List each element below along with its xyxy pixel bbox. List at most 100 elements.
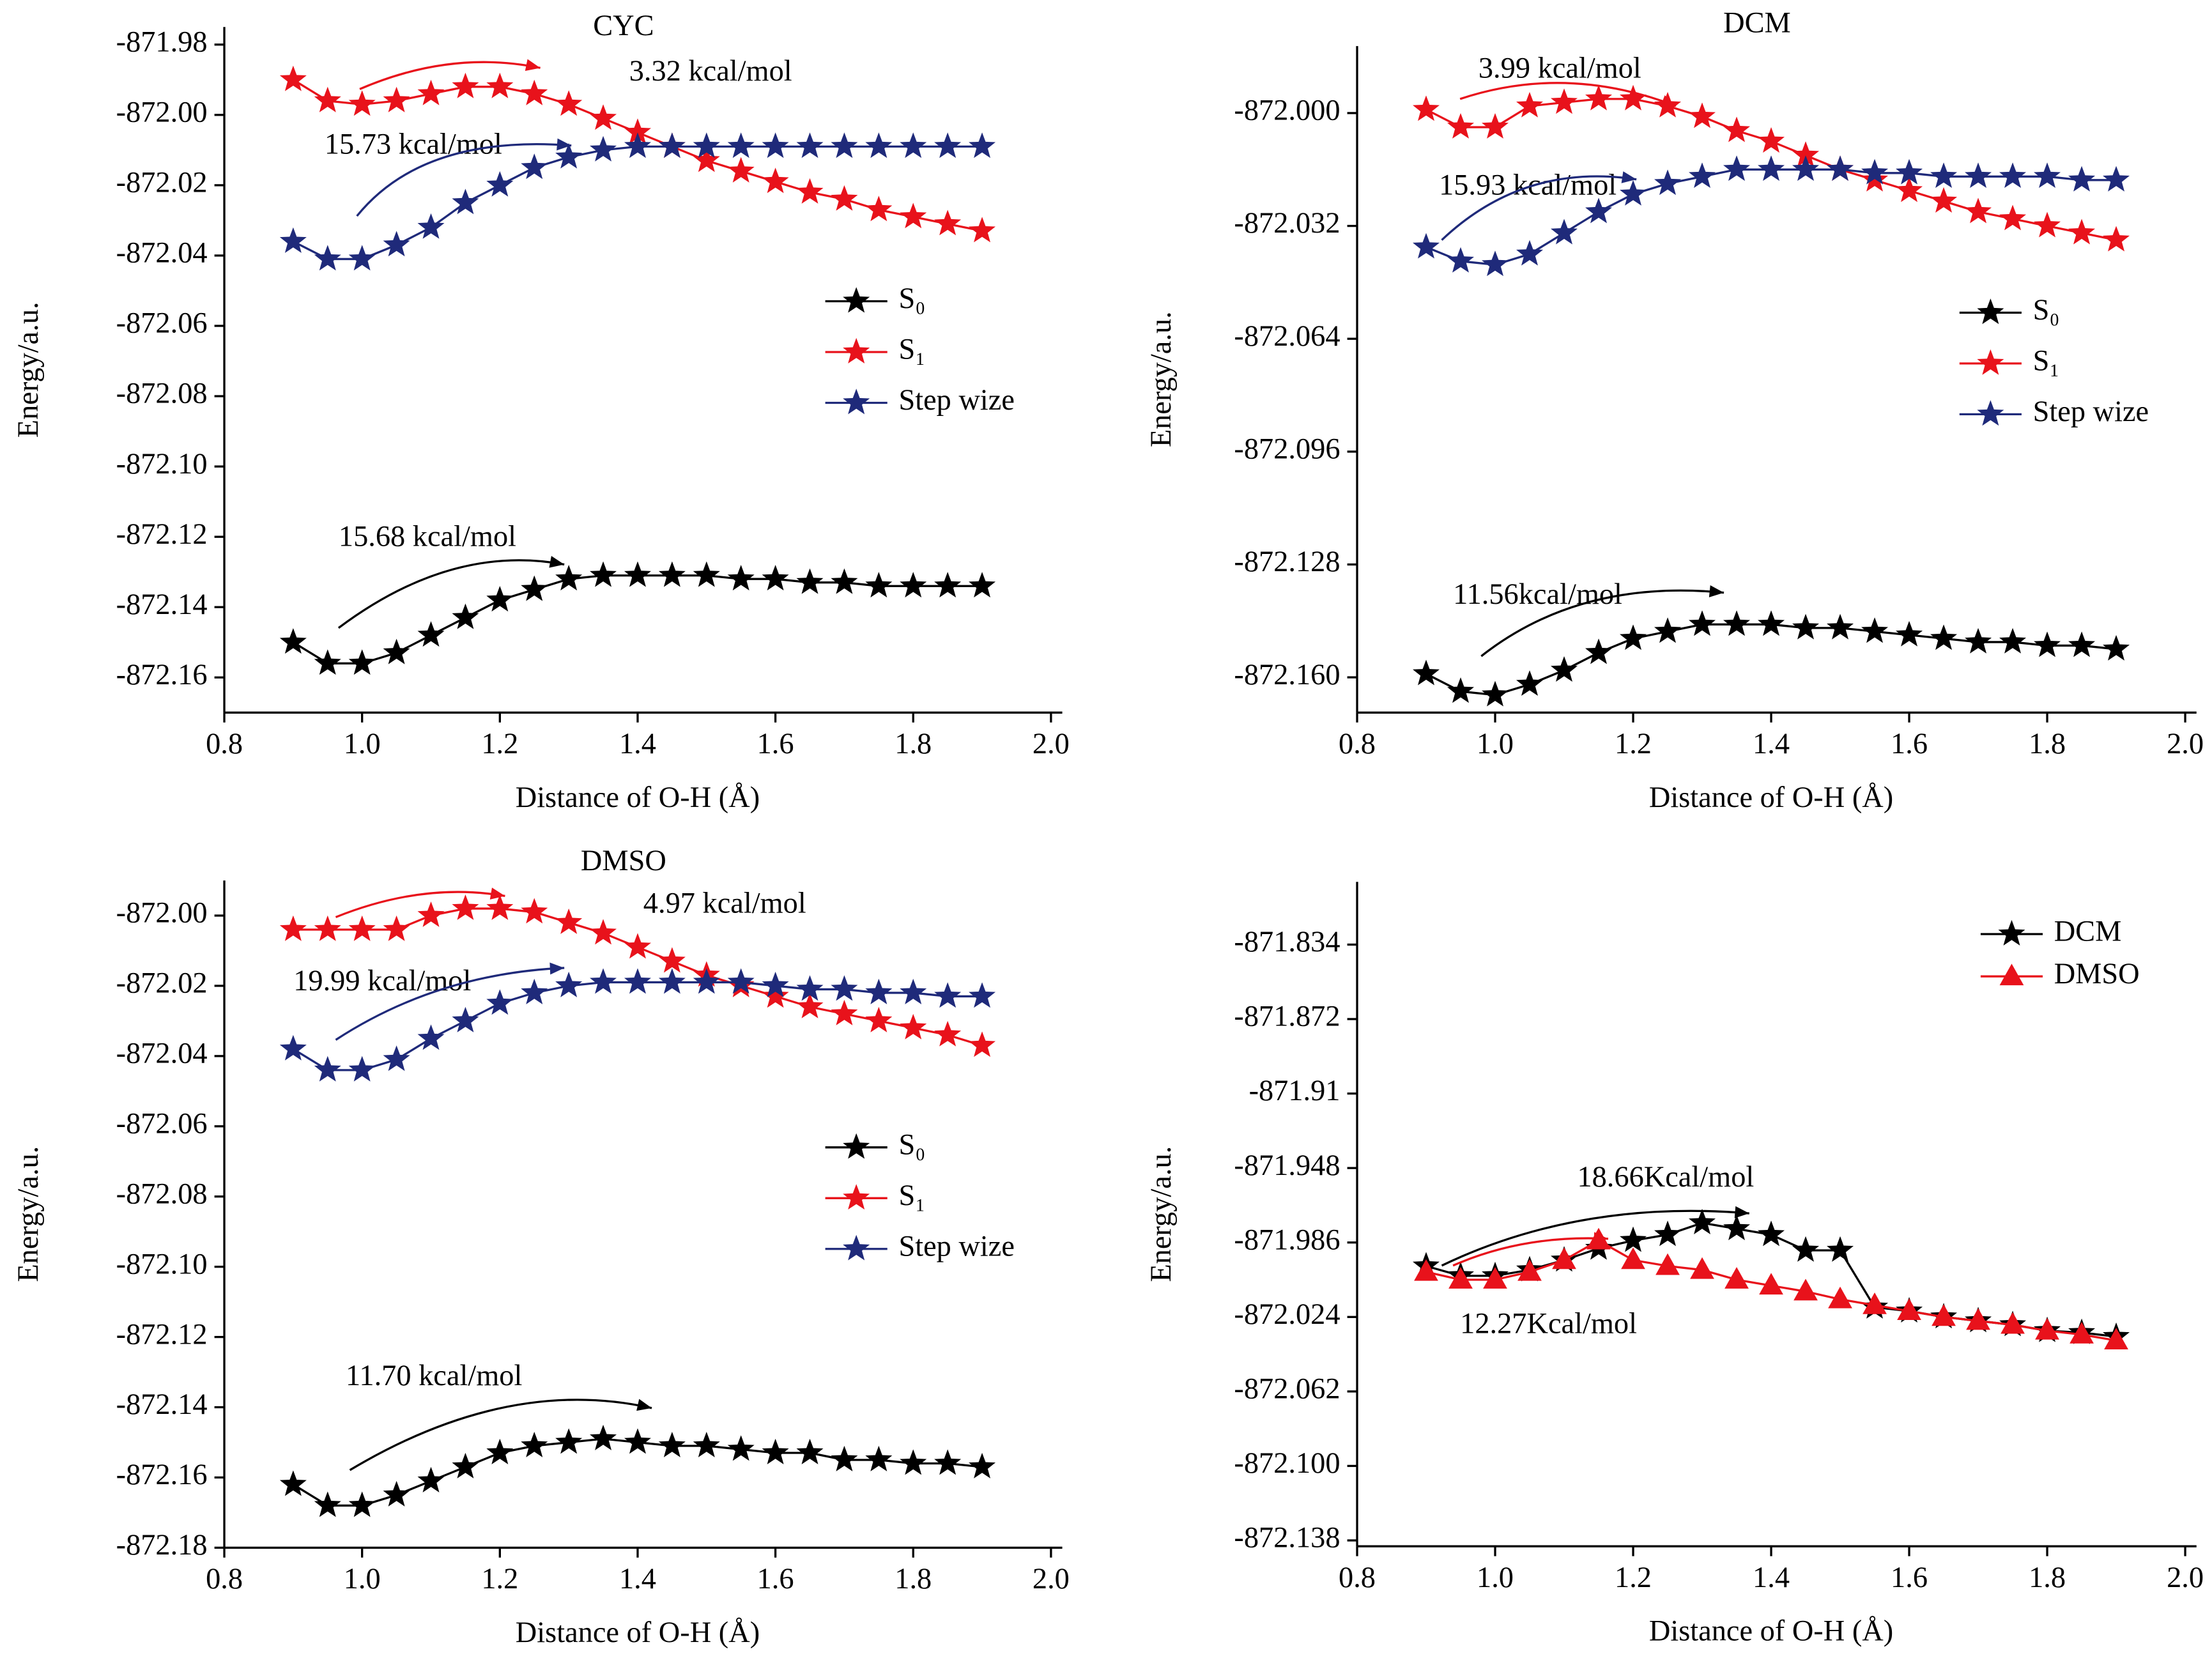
x-tick-label: 1.8 — [2029, 728, 2066, 760]
data-point — [1793, 1278, 1818, 1301]
data-point — [348, 649, 376, 675]
x-tick-label: 0.8 — [206, 1563, 243, 1595]
data-point — [452, 1452, 479, 1478]
legend-marker — [843, 337, 870, 364]
y-tick-label: -871.91 — [1249, 1075, 1340, 1107]
x-tick-label: 1.4 — [1753, 1561, 1790, 1594]
data-point — [1827, 155, 1854, 181]
data-point — [1585, 197, 1613, 224]
data-point — [1655, 1253, 1680, 1275]
data-point — [1413, 233, 1440, 259]
data-point — [555, 971, 583, 997]
data-point — [969, 982, 996, 1008]
legend-label: S₀ — [2033, 294, 2060, 326]
data-point — [762, 565, 789, 591]
y-tick-label: -872.10 — [116, 448, 208, 480]
data-point — [865, 196, 893, 222]
annotation: 3.99 kcal/mol — [1479, 52, 1641, 84]
data-point — [693, 1431, 720, 1457]
data-point — [1723, 610, 1751, 636]
data-point — [590, 135, 617, 162]
data-point — [900, 572, 927, 598]
data-point — [969, 1452, 996, 1478]
data-point — [831, 999, 858, 1025]
data-point — [2103, 165, 2130, 192]
arrow-head — [489, 887, 505, 900]
legend-label: S₁ — [898, 334, 925, 366]
data-point — [521, 978, 548, 1004]
data-point — [2068, 631, 2096, 657]
data-point — [521, 898, 548, 924]
data-point — [1758, 1220, 1785, 1247]
legend-marker — [1998, 919, 2025, 946]
x-tick-label: 2.0 — [2167, 728, 2204, 760]
x-tick-label: 2.0 — [2167, 1561, 2204, 1594]
data-point — [969, 1031, 996, 1057]
data-point — [555, 908, 583, 934]
annotation-arrow — [359, 61, 541, 90]
data-point — [934, 1020, 962, 1047]
data-point — [969, 572, 996, 598]
y-tick-label: -872.16 — [116, 1459, 208, 1491]
data-point — [1930, 162, 1958, 188]
data-point — [900, 132, 927, 158]
x-tick-label: 1.2 — [481, 728, 518, 760]
legend-marker — [1977, 349, 2004, 375]
data-point — [590, 919, 617, 945]
annotation-arrow — [1480, 589, 1724, 657]
y-axis-label: Energy/a.u. — [12, 1146, 45, 1282]
x-axis-label: Distance of O-H (Å) — [516, 781, 760, 814]
arrow-head — [549, 962, 565, 975]
data-point — [624, 1428, 651, 1454]
y-tick-label: -872.160 — [1234, 659, 1340, 691]
legend-label: S₀ — [898, 282, 925, 315]
data-point — [1965, 627, 1992, 654]
arrow-head — [1734, 1206, 1749, 1218]
annotation-arrow — [337, 559, 565, 629]
arrow-head — [557, 138, 572, 151]
data-point — [1999, 627, 2027, 654]
data-point — [452, 603, 479, 629]
data-point — [383, 638, 410, 664]
y-tick-label: -872.00 — [116, 96, 208, 128]
data-point — [727, 565, 755, 591]
data-point — [2103, 634, 2130, 661]
x-tick-label: 2.0 — [1033, 728, 1070, 760]
data-point — [279, 1034, 307, 1061]
data-point — [348, 90, 376, 116]
data-point — [486, 894, 514, 920]
legend-marker — [1977, 298, 2004, 325]
legend-marker — [1977, 400, 2004, 426]
arrow-head — [1709, 585, 1724, 597]
data-point — [452, 1006, 479, 1032]
data-point — [314, 649, 341, 675]
data-point — [624, 561, 651, 587]
data-point — [796, 178, 824, 204]
data-point — [1516, 91, 1544, 118]
data-point — [1517, 1259, 1542, 1281]
y-tick-label: -871.98 — [116, 26, 208, 58]
data-point — [1930, 187, 1958, 213]
data-point — [1551, 656, 1578, 682]
data-point — [1552, 1247, 1576, 1270]
data-point — [693, 561, 720, 587]
data-point — [1896, 620, 1923, 647]
data-point — [521, 153, 548, 180]
data-point — [1792, 613, 1820, 640]
annotation: 11.56kcal/mol — [1453, 578, 1622, 611]
arrow-head — [525, 59, 541, 72]
data-point — [1723, 1215, 1751, 1241]
x-axis-label: Distance of O-H (Å) — [1649, 781, 1893, 814]
data-point — [831, 132, 858, 158]
data-point — [348, 915, 376, 941]
x-tick-label: 1.4 — [1753, 728, 1790, 760]
x-tick-label: 1.0 — [1477, 728, 1514, 760]
annotation: 11.70 kcal/mol — [346, 1360, 522, 1392]
data-point — [417, 621, 445, 647]
data-point — [1620, 84, 1647, 111]
data-point — [900, 1449, 927, 1475]
data-point — [1861, 617, 1889, 643]
data-point — [1792, 155, 1820, 181]
data-point — [831, 975, 858, 1001]
